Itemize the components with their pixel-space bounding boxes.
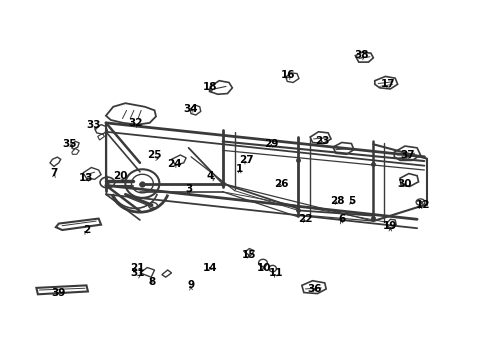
Text: 26: 26 <box>273 179 287 189</box>
Text: 29: 29 <box>264 139 278 149</box>
Text: 7: 7 <box>50 168 58 178</box>
Text: 12: 12 <box>415 200 430 210</box>
Text: 15: 15 <box>242 250 256 260</box>
Text: 31: 31 <box>130 268 144 278</box>
Text: 18: 18 <box>203 82 217 92</box>
Text: 32: 32 <box>127 118 142 128</box>
Text: 27: 27 <box>239 156 254 165</box>
Text: 23: 23 <box>314 136 329 146</box>
Text: 25: 25 <box>147 150 162 160</box>
Text: 21: 21 <box>130 262 144 273</box>
Text: 3: 3 <box>184 184 192 194</box>
Text: 28: 28 <box>329 197 344 206</box>
Text: 38: 38 <box>353 50 367 60</box>
Text: 33: 33 <box>86 120 101 130</box>
Text: 20: 20 <box>113 171 127 181</box>
Text: 16: 16 <box>281 69 295 80</box>
Text: 14: 14 <box>203 262 217 273</box>
Text: 24: 24 <box>166 159 181 169</box>
Text: 22: 22 <box>297 214 312 224</box>
Text: 35: 35 <box>62 139 77 149</box>
Text: 6: 6 <box>337 214 345 224</box>
Text: 9: 9 <box>187 280 194 291</box>
Text: 4: 4 <box>206 171 214 181</box>
Text: 30: 30 <box>397 179 411 189</box>
Text: 10: 10 <box>256 262 271 273</box>
Text: 39: 39 <box>51 288 66 297</box>
Text: 5: 5 <box>347 197 354 206</box>
Text: 37: 37 <box>399 150 414 160</box>
Text: 1: 1 <box>236 164 243 174</box>
Text: 11: 11 <box>268 268 283 278</box>
Text: 36: 36 <box>307 284 322 294</box>
Text: 17: 17 <box>380 78 394 89</box>
Text: 34: 34 <box>183 104 198 113</box>
Text: 19: 19 <box>383 221 397 231</box>
Text: 13: 13 <box>79 173 94 183</box>
Text: 2: 2 <box>82 225 90 235</box>
Text: 8: 8 <box>148 277 155 287</box>
